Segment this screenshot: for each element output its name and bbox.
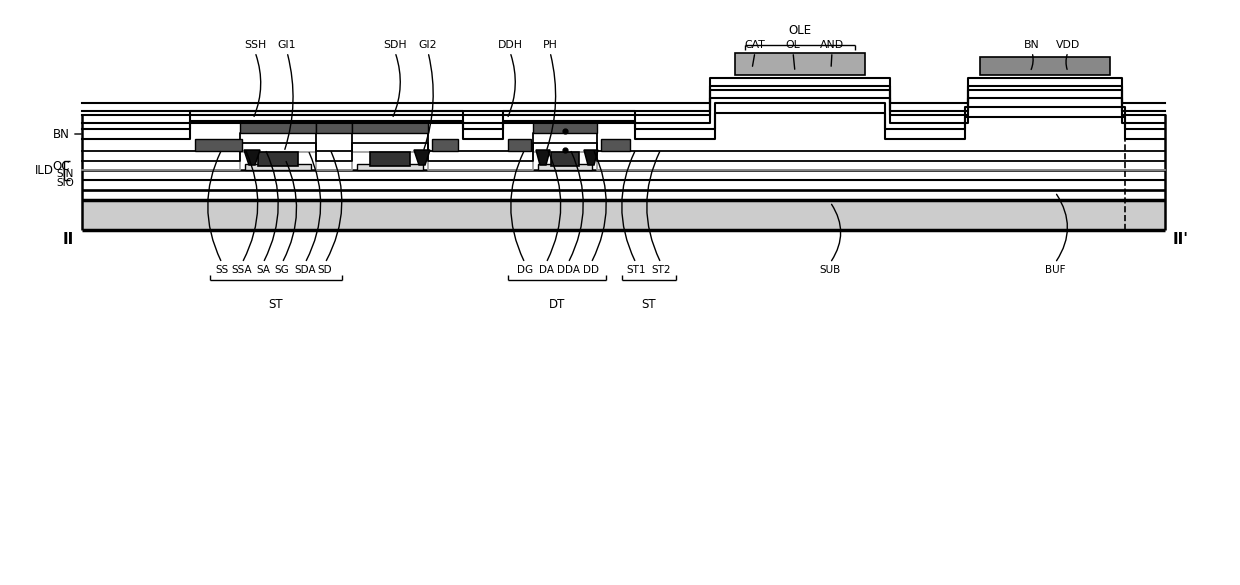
- FancyArrowPatch shape: [547, 152, 560, 260]
- Bar: [258, 152, 298, 166]
- FancyArrowPatch shape: [621, 152, 635, 260]
- Bar: [82, 200, 1166, 230]
- Text: DA: DA: [538, 265, 553, 275]
- Text: BN: BN: [53, 128, 69, 140]
- FancyArrowPatch shape: [593, 152, 606, 260]
- Text: SIO: SIO: [56, 178, 74, 188]
- Text: OL: OL: [786, 40, 800, 50]
- Polygon shape: [414, 150, 430, 165]
- FancyArrowPatch shape: [326, 152, 342, 260]
- Bar: [601, 139, 630, 151]
- Text: AND: AND: [820, 40, 844, 50]
- Text: DDA: DDA: [557, 265, 579, 275]
- Bar: [241, 121, 316, 133]
- FancyArrowPatch shape: [1056, 194, 1068, 261]
- Text: II': II': [1173, 232, 1189, 247]
- Text: DDH: DDH: [497, 40, 522, 50]
- Bar: [538, 164, 591, 170]
- Text: ST: ST: [641, 298, 656, 311]
- Bar: [352, 121, 428, 133]
- Text: ST2: ST2: [651, 265, 671, 275]
- Text: SDA: SDA: [294, 265, 316, 275]
- FancyArrowPatch shape: [208, 152, 221, 260]
- Text: VDD: VDD: [1056, 40, 1080, 50]
- Text: CAT: CAT: [745, 40, 765, 50]
- Text: SSA: SSA: [232, 265, 252, 275]
- Bar: [533, 121, 596, 133]
- Text: BUF: BUF: [1045, 265, 1065, 275]
- Bar: [316, 121, 352, 133]
- Text: OLE: OLE: [789, 24, 811, 37]
- Text: ST1: ST1: [626, 265, 646, 275]
- Text: SIN: SIN: [57, 169, 74, 179]
- Text: II: II: [63, 232, 74, 247]
- Text: GI1: GI1: [278, 40, 296, 50]
- Text: OC: OC: [52, 160, 69, 173]
- Bar: [195, 139, 242, 151]
- Text: GI2: GI2: [419, 40, 438, 50]
- Bar: [370, 152, 410, 166]
- Bar: [357, 164, 423, 170]
- Bar: [508, 139, 531, 151]
- FancyArrowPatch shape: [243, 152, 258, 260]
- Text: DD: DD: [583, 265, 599, 275]
- FancyArrowPatch shape: [753, 55, 754, 66]
- Bar: [735, 53, 866, 75]
- Text: SA: SA: [255, 265, 270, 275]
- FancyArrowPatch shape: [254, 54, 260, 116]
- Bar: [246, 164, 311, 170]
- Polygon shape: [584, 150, 598, 165]
- Text: SUB: SUB: [820, 265, 841, 275]
- Text: ILD: ILD: [35, 164, 55, 177]
- Bar: [551, 152, 579, 166]
- FancyArrowPatch shape: [393, 54, 401, 116]
- Text: SD: SD: [317, 265, 332, 275]
- FancyArrowPatch shape: [1032, 55, 1033, 70]
- Text: BN: BN: [1024, 40, 1040, 50]
- FancyArrowPatch shape: [424, 55, 433, 149]
- FancyArrowPatch shape: [547, 54, 556, 149]
- Text: SDH: SDH: [383, 40, 407, 50]
- Text: SS: SS: [216, 265, 228, 275]
- Polygon shape: [536, 150, 551, 165]
- Bar: [432, 139, 458, 151]
- FancyArrowPatch shape: [306, 153, 321, 260]
- Bar: [980, 57, 1110, 75]
- FancyArrowPatch shape: [508, 54, 516, 116]
- FancyArrowPatch shape: [285, 54, 293, 149]
- Polygon shape: [244, 150, 260, 165]
- Text: DG: DG: [517, 265, 533, 275]
- FancyArrowPatch shape: [794, 55, 795, 69]
- Text: SG: SG: [274, 265, 289, 275]
- FancyArrowPatch shape: [264, 152, 278, 260]
- Text: ST: ST: [269, 298, 283, 311]
- FancyArrowPatch shape: [832, 204, 841, 261]
- Text: PH: PH: [543, 40, 558, 50]
- FancyArrowPatch shape: [647, 152, 660, 260]
- Text: DT: DT: [549, 298, 565, 311]
- FancyArrowPatch shape: [283, 161, 296, 260]
- FancyArrowPatch shape: [511, 152, 523, 260]
- Text: SSH: SSH: [244, 40, 267, 50]
- FancyArrowPatch shape: [569, 152, 583, 260]
